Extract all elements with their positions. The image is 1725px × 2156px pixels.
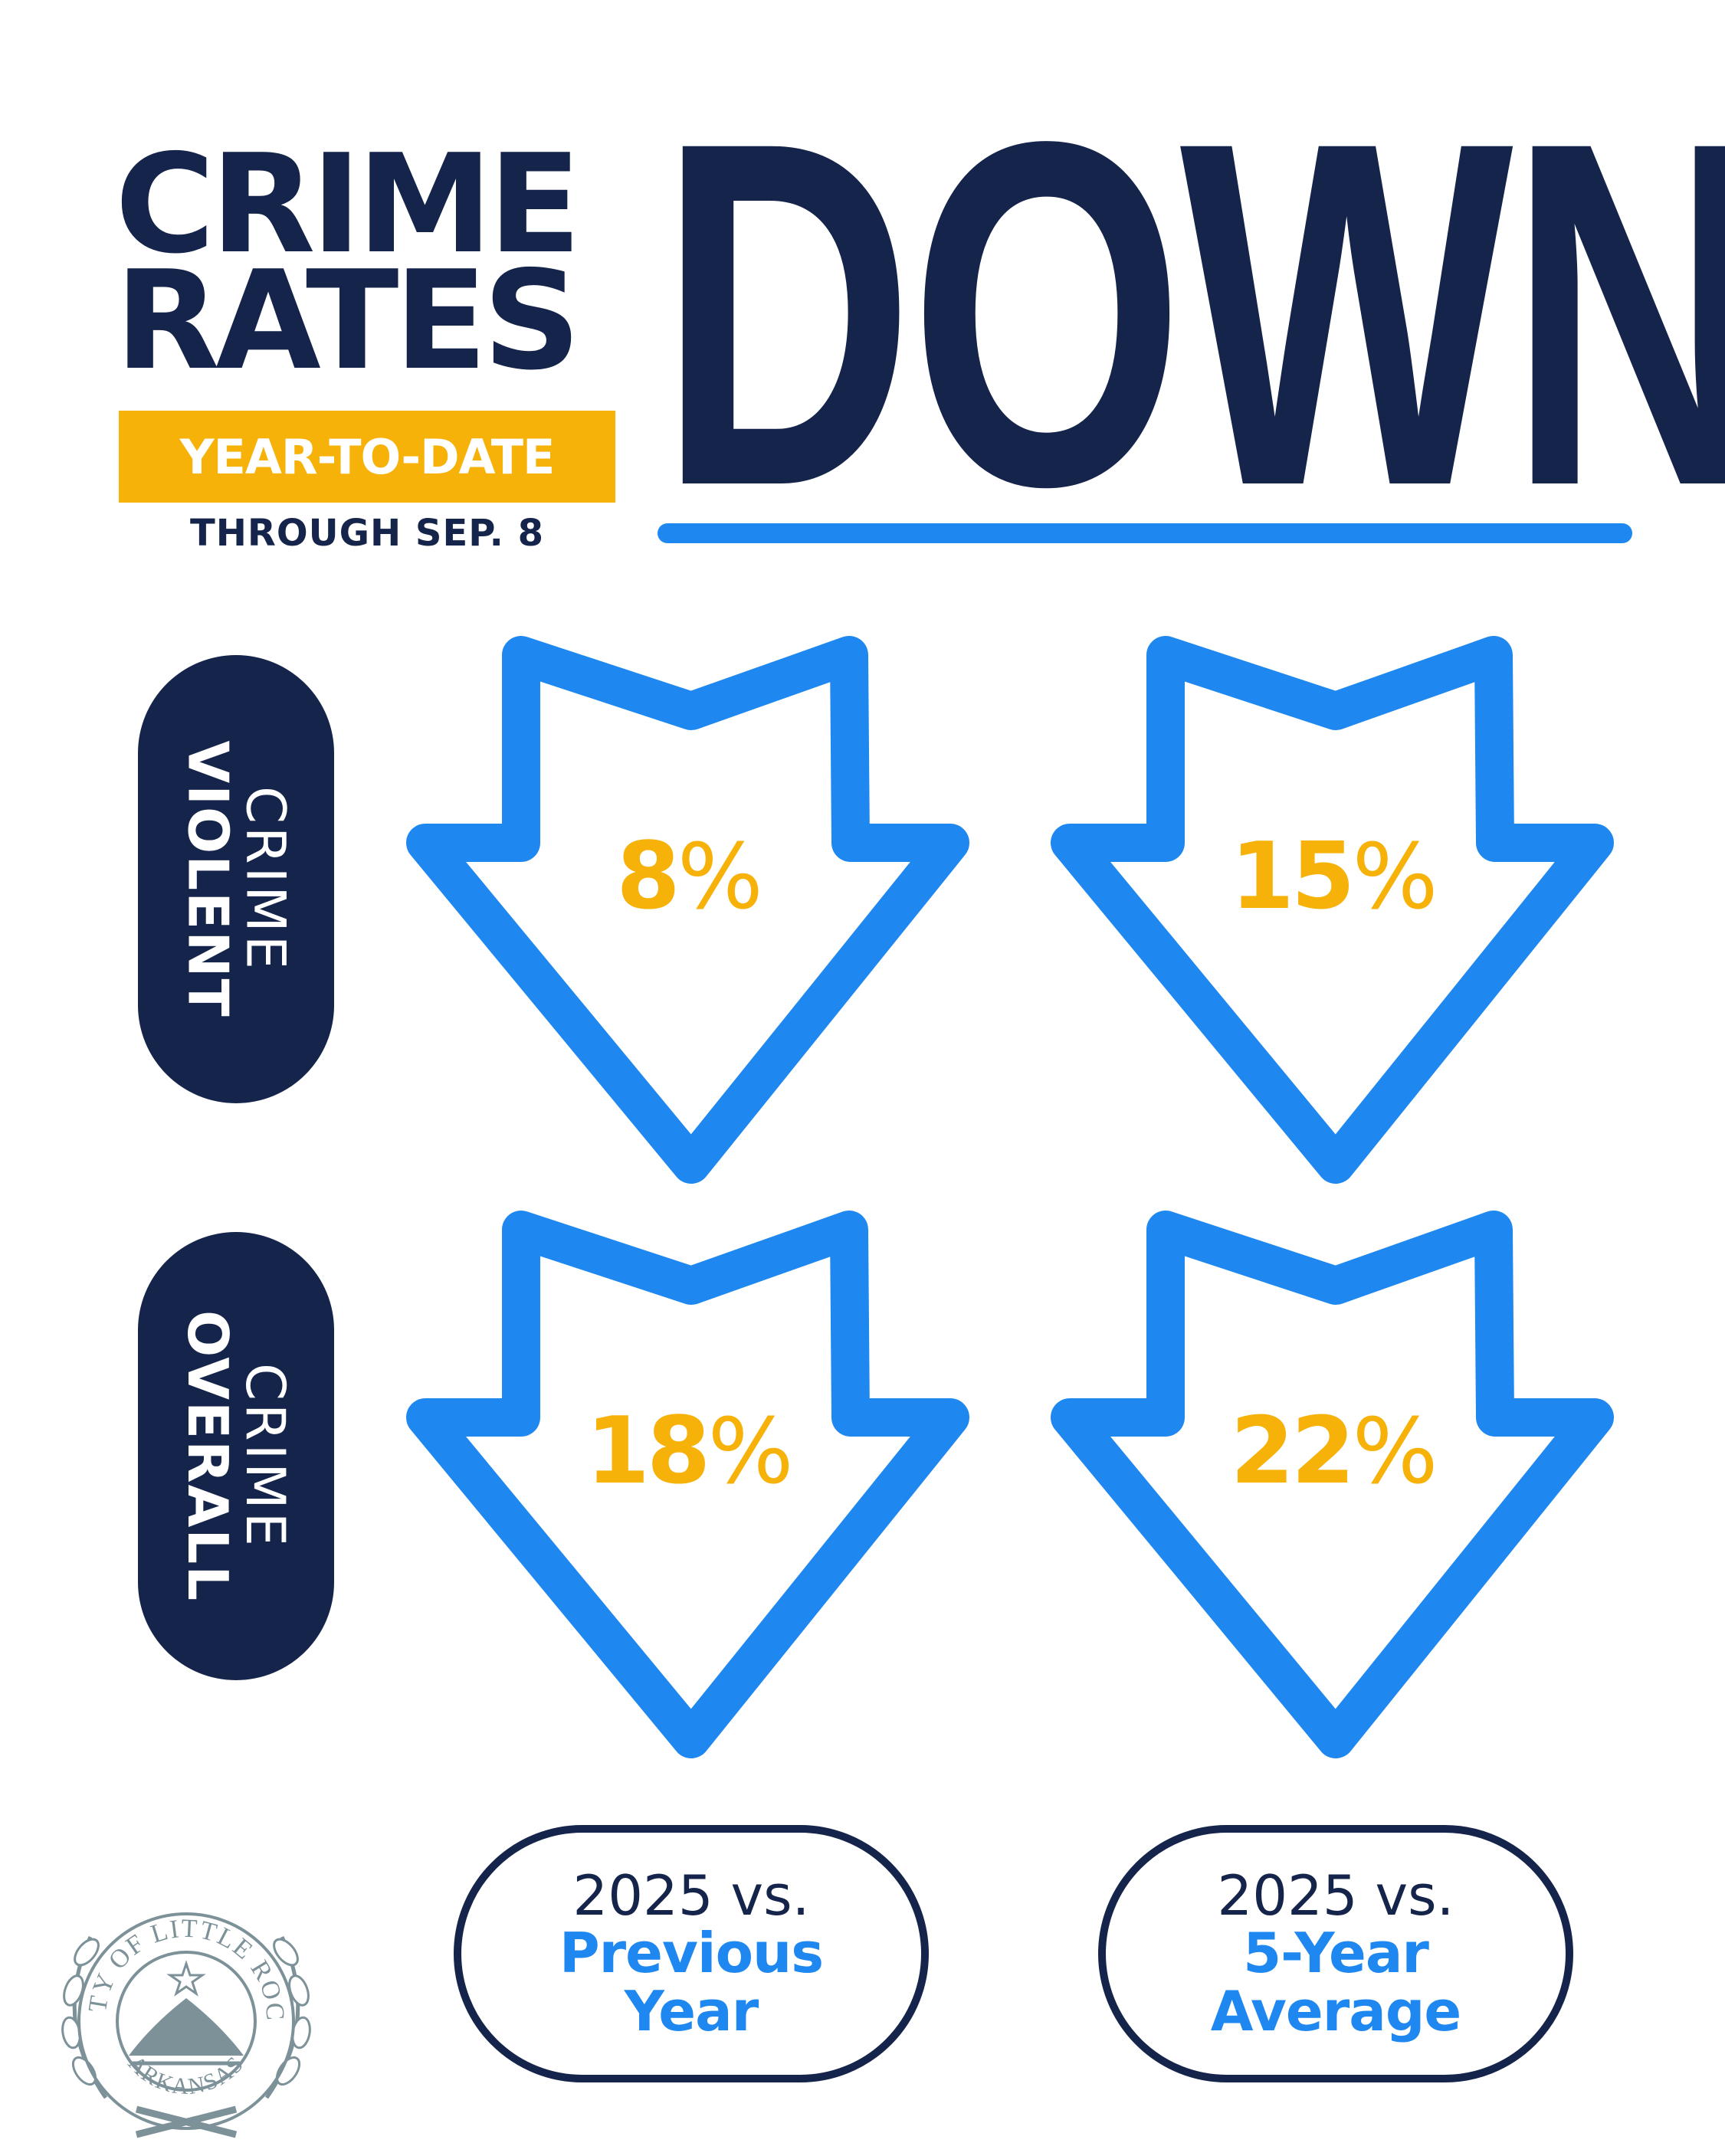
violent-vs-previous-year-arrow: 8% <box>398 636 981 1188</box>
city-of-little-rock-seal: CITY OF LITTLE ROCK ARKANSAS <box>34 1869 311 2138</box>
overall-vs-5-year-average-arrow: 22% <box>1043 1211 1625 1762</box>
comparison-target: Year <box>624 1978 759 2043</box>
row-label-bold: VIOLENT <box>176 740 241 1018</box>
year-to-date-label: YEAR-TO-DATE <box>179 428 556 485</box>
headline-underline <box>658 523 1632 543</box>
down-arrow-icon <box>1051 1211 1614 1758</box>
comparison-target: Average <box>1210 1978 1461 2043</box>
row-label-light: CRIME <box>234 786 297 972</box>
down-arrow-icon <box>406 1211 969 1758</box>
row-label-violent-crime: VIOLENT CRIME <box>138 655 334 1103</box>
headline-down: DOWN <box>659 40 1725 588</box>
column-label-5-year-average: 2025 vs. 5-Year Average <box>1098 1825 1573 2082</box>
comparison-target: 5-Year <box>1243 1921 1429 1986</box>
overall-vs-previous-year-arrow: 18% <box>398 1211 981 1762</box>
comparison-year: 2025 vs. <box>1217 1863 1454 1928</box>
column-label-previous-year: 2025 vs. Previous Year <box>454 1825 929 2082</box>
percent-value: 15% <box>1230 824 1438 930</box>
row-label-light: CRIME <box>234 1363 297 1549</box>
row-label-bold: OVERALL <box>176 1309 241 1603</box>
percent-value: 22% <box>1230 1398 1438 1505</box>
percent-value: 18% <box>585 1398 794 1505</box>
violent-vs-5-year-average-arrow: 15% <box>1043 636 1625 1188</box>
row-label-overall-crime: OVERALL CRIME <box>138 1232 334 1680</box>
down-arrow-icon <box>1051 636 1614 1184</box>
down-arrow-icon <box>406 636 969 1184</box>
comparison-year: 2025 vs. <box>572 1863 810 1928</box>
year-to-date-badge: YEAR-TO-DATE <box>119 411 615 503</box>
date-range-subtitle: THROUGH SEP. 8 <box>189 512 544 555</box>
city-seal-icon: CITY OF LITTLE ROCK ARKANSAS <box>34 1869 328 2144</box>
comparison-target: Previous <box>559 1921 824 1986</box>
headline-crime: CRIME <box>115 125 582 283</box>
headline-rates: RATES <box>115 241 581 400</box>
percent-value: 8% <box>616 824 763 930</box>
svg-text:ARKANSAS: ARKANSAS <box>123 2050 249 2099</box>
